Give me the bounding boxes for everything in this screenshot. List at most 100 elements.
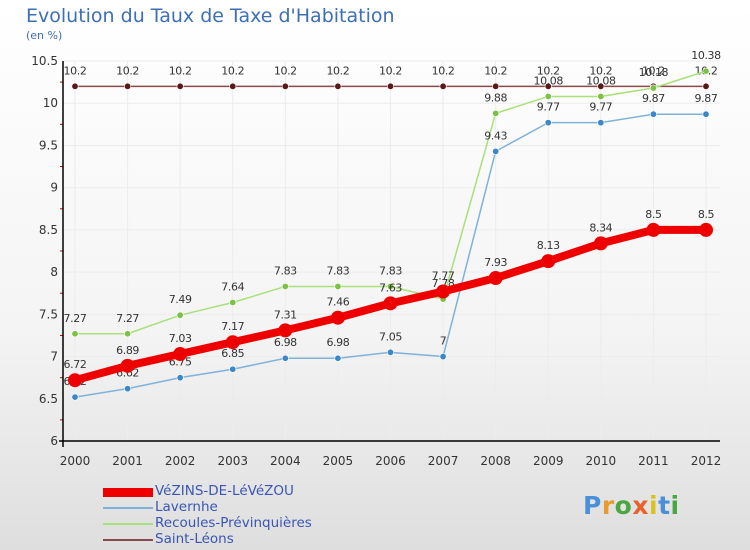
data-label: 9.43 — [484, 129, 507, 142]
data-point — [646, 222, 661, 237]
y-tick-label: 7 — [50, 350, 58, 364]
y-tick-label: 10 — [43, 96, 58, 110]
data-point — [436, 284, 451, 299]
data-label: 7.83 — [379, 264, 402, 277]
data-point — [229, 82, 237, 90]
data-label: 7.77 — [432, 270, 455, 283]
y-tick-label: 10.5 — [31, 54, 58, 68]
data-label: 7.31 — [274, 308, 297, 321]
data-label: 7.64 — [221, 281, 244, 294]
x-tick-label: 2008 — [480, 454, 511, 468]
data-label: 8.34 — [589, 221, 612, 234]
data-label: 7.83 — [326, 264, 349, 277]
data-label: 10.2 — [642, 64, 665, 77]
data-point — [439, 353, 447, 361]
legend-swatch — [103, 487, 153, 497]
data-point — [649, 84, 657, 92]
x-tick-label: 2012 — [691, 454, 722, 468]
data-label: 10.08 — [586, 74, 616, 87]
data-point — [229, 299, 237, 307]
data-label: 7.93 — [484, 256, 507, 269]
data-point — [71, 82, 79, 90]
data-point — [544, 82, 552, 90]
x-tick-label: 2000 — [60, 454, 91, 468]
y-tick-label: 8.5 — [39, 223, 58, 237]
data-point — [541, 254, 556, 269]
logo-letter: x — [632, 491, 649, 520]
data-label: 10.38 — [691, 49, 721, 62]
data-label: 7.05 — [379, 330, 402, 343]
proxiti-logo: Proxiti — [583, 491, 680, 520]
chart-title: Evolution du Taux de Taxe d'Habitation — [26, 5, 395, 27]
data-label: 10.2 — [589, 64, 612, 77]
x-tick-label: 2011 — [638, 454, 669, 468]
x-tick-label: 2003 — [217, 454, 248, 468]
x-tick-label: 2009 — [533, 454, 564, 468]
data-point — [544, 92, 552, 100]
data-label: 10.2 — [274, 64, 297, 77]
data-point — [124, 82, 132, 90]
data-label: 10.2 — [484, 64, 507, 77]
data-point — [281, 354, 289, 362]
logo-letter: i — [670, 491, 680, 520]
logo-letter: t — [658, 491, 671, 520]
data-point — [492, 82, 500, 90]
data-label: 10.2 — [537, 64, 560, 77]
data-point — [176, 374, 184, 382]
data-point — [71, 393, 79, 401]
y-tick-label: 6 — [50, 434, 58, 448]
data-label: 9.77 — [589, 101, 612, 114]
data-label: 6.72 — [64, 358, 87, 371]
data-label: 10.2 — [379, 64, 402, 77]
legend-label: Recoules-Prévinquières — [155, 515, 312, 531]
x-tick-label: 2010 — [586, 454, 617, 468]
data-point — [544, 119, 552, 127]
data-label: 7.83 — [274, 264, 297, 277]
data-point — [492, 109, 500, 117]
data-point — [386, 82, 394, 90]
data-label: 7.03 — [169, 332, 192, 345]
data-label: 10.2 — [64, 64, 87, 77]
data-point — [68, 373, 82, 388]
legend-swatch — [103, 507, 153, 509]
data-label: 10.2 — [116, 64, 139, 77]
x-tick-label: 2005 — [323, 454, 354, 468]
data-point — [439, 82, 447, 90]
legend-label: Lavernhe — [155, 499, 218, 515]
legend-label: VéZINS-DE-LéVéZOU — [155, 483, 294, 499]
data-label: 7.46 — [326, 296, 349, 309]
data-point — [176, 82, 184, 90]
data-label: 8.5 — [698, 208, 715, 221]
data-point — [281, 82, 289, 90]
data-point — [124, 385, 132, 393]
data-point — [492, 147, 500, 155]
data-label: 7.63 — [379, 281, 402, 294]
legend-swatch — [103, 539, 153, 541]
data-point — [386, 348, 394, 356]
data-point — [334, 82, 342, 90]
logo-letter: r — [601, 491, 615, 520]
data-point — [176, 311, 184, 319]
data-label: 9.87 — [695, 92, 718, 105]
data-label: 9.87 — [642, 92, 665, 105]
data-label: 7 — [440, 335, 447, 348]
y-tick-label: 9.5 — [39, 138, 58, 152]
chart-subtitle: (en %) — [26, 29, 63, 42]
data-point — [593, 236, 608, 251]
data-point — [225, 335, 240, 350]
x-tick-label: 2004 — [270, 454, 301, 468]
data-point — [281, 282, 289, 290]
data-label: 8.13 — [537, 239, 560, 252]
data-point — [278, 323, 293, 338]
data-label: 6.98 — [274, 336, 297, 349]
data-point — [124, 330, 132, 338]
data-label: 8.5 — [645, 208, 662, 221]
x-tick-label: 2001 — [112, 454, 143, 468]
logo-letter: P — [583, 491, 602, 520]
legend-swatch — [103, 523, 153, 525]
data-point — [386, 282, 394, 290]
data-point — [702, 67, 710, 75]
legend-label: Saint-Léons — [155, 531, 234, 547]
